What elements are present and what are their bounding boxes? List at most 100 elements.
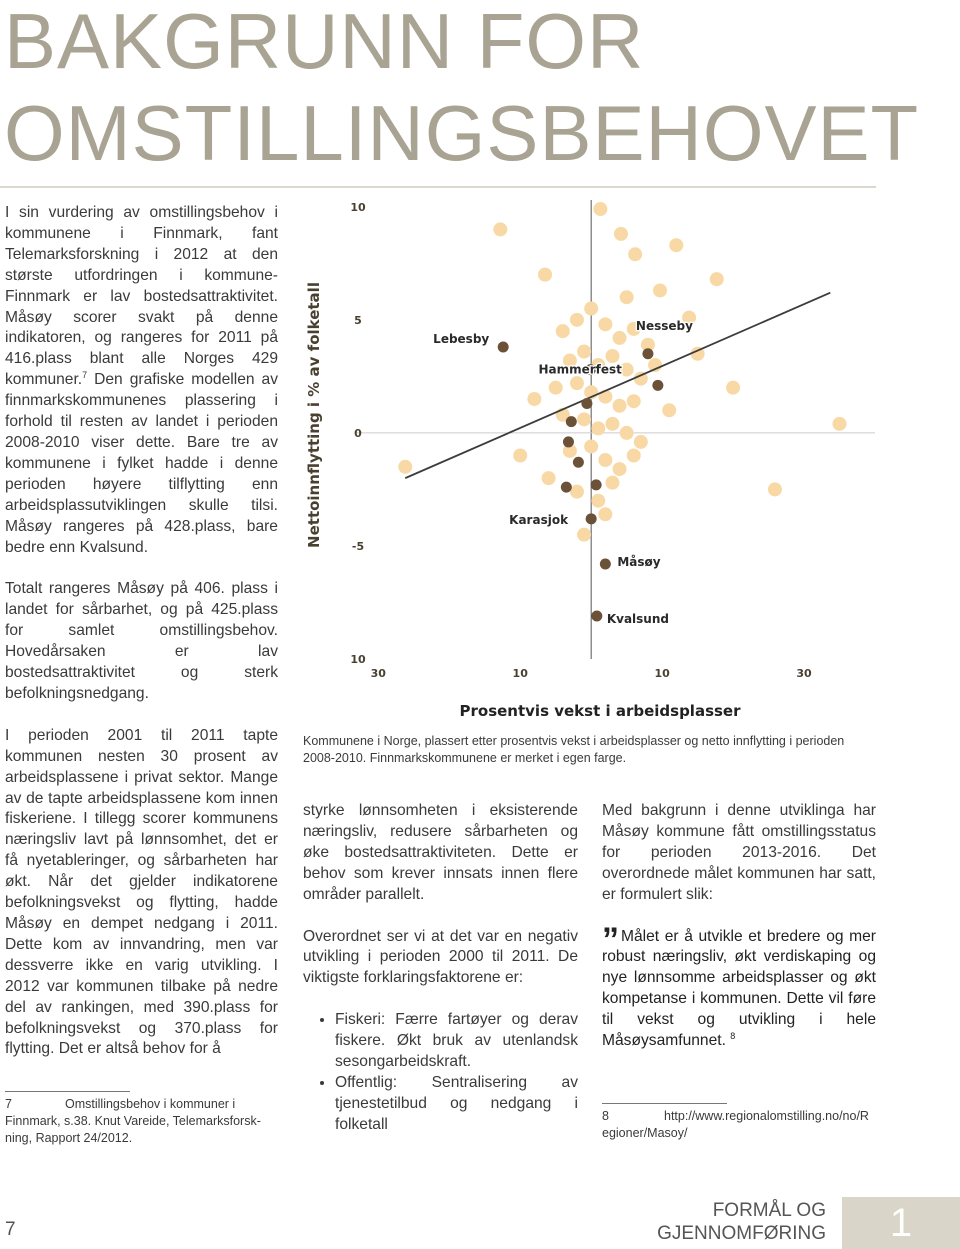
y-tick-label: 10	[350, 201, 366, 214]
quote-text: Målet er å utvikle et bredere og mer rob…	[602, 927, 876, 1050]
point	[562, 443, 577, 458]
point-label: Måsøy	[617, 555, 660, 569]
point	[633, 434, 648, 449]
point	[612, 330, 627, 345]
x-tick-label: 30	[796, 667, 812, 680]
finnmark-point	[562, 436, 574, 448]
point	[541, 471, 556, 486]
finnmark-point	[565, 416, 577, 428]
paragraph: I perioden 2001 til 2011 tapte kommunen …	[5, 726, 278, 1058]
finnmark-point	[591, 610, 603, 622]
y-tick-label: 0	[354, 427, 362, 440]
point	[598, 317, 613, 332]
point	[619, 290, 634, 305]
title: OMSTILLINGSBEHOVET	[4, 89, 920, 177]
point	[493, 222, 508, 237]
point	[591, 493, 606, 508]
finnmark-point	[599, 558, 611, 570]
point	[577, 344, 592, 359]
point	[398, 459, 413, 474]
bullet: Fiskeri: Færre fartøyer og derav fiskere…	[335, 1010, 578, 1073]
section-name: FORMÅL OG GJENNOMFØRING	[657, 1199, 826, 1245]
point	[527, 391, 542, 406]
point	[626, 394, 641, 409]
point	[584, 301, 599, 316]
point	[605, 475, 620, 490]
middle-column: styrke lønnsomheten i eksisterende nærin…	[303, 801, 578, 1136]
point	[584, 439, 599, 454]
chart: 10 5 0 -5 10 30 10 10 30 Nettoinnflytting i % av …	[305, 200, 875, 720]
finnmark-point	[652, 379, 664, 391]
point	[619, 425, 634, 440]
paragraph: Overordnet ser vi at det var en negativ …	[303, 927, 578, 987]
left-column: I sin vurdering av omstillingsbehov i ko…	[5, 203, 278, 1081]
point	[605, 416, 620, 431]
x-tick-label: 10	[513, 667, 529, 680]
point-label: Nesseby	[636, 319, 693, 333]
footnote-ref: 7	[82, 370, 88, 381]
footnote-rule	[602, 1103, 727, 1104]
text: I sin vurdering av omstillingsbehov i ko…	[5, 204, 278, 389]
point-label: Hammerfest	[538, 363, 622, 377]
trend-line	[404, 291, 831, 479]
page-number: 7	[5, 1219, 16, 1240]
point	[633, 371, 648, 386]
point	[577, 527, 592, 542]
finnmark-point	[584, 364, 596, 376]
right-column: Med bakgrunn i denne utviklinga har Måsø…	[602, 801, 876, 1052]
y-tick-label: 10	[350, 653, 366, 666]
point	[662, 403, 677, 418]
footnote-text: http://www.regionalomstilling.no/no/Regi…	[602, 1109, 869, 1140]
point	[513, 448, 528, 463]
paragraph: styrke lønnsomheten i eksisterende nærin…	[303, 802, 578, 903]
footnote-ref: 8	[730, 1030, 736, 1041]
point	[709, 272, 724, 287]
point	[612, 398, 627, 413]
text: Den grafiske modellen av finnmarkskommun…	[5, 371, 278, 556]
point	[598, 389, 613, 404]
section-line: GJENNOMFØRING	[657, 1223, 826, 1244]
point	[682, 310, 697, 325]
point	[577, 412, 592, 427]
point	[652, 283, 667, 298]
footnote-number: 7	[5, 1097, 12, 1111]
point	[605, 349, 620, 364]
footnote-text: Omstillingsbehov i kommuner i Finnmark, …	[5, 1097, 261, 1145]
divider	[0, 186, 876, 188]
point	[832, 416, 847, 431]
y-axis-title: Nettoinnflytting i % av folketall	[305, 282, 323, 548]
point-label: Karasjok	[509, 513, 569, 527]
section-line: FORMÅL OG	[712, 1200, 826, 1221]
point	[598, 507, 613, 522]
point	[562, 353, 577, 368]
title: BAKGRUNN FOR	[4, 0, 645, 85]
point	[726, 380, 741, 395]
paragraph: I sin vurdering av omstillingsbehov i ko…	[5, 203, 278, 558]
finnmark-point	[642, 348, 654, 360]
point	[612, 462, 627, 477]
finnmark-point	[572, 456, 584, 468]
section-number: 1	[842, 1197, 960, 1249]
point	[555, 324, 570, 339]
point	[626, 321, 641, 336]
x-axis-title: Prosentvis vekst i arbeidsplasser	[460, 702, 742, 720]
point	[569, 484, 584, 499]
point	[626, 448, 641, 463]
point	[613, 226, 628, 241]
paragraph: Totalt rangeres Måsøy på 406. plass i la…	[5, 580, 278, 702]
point-label: Kvalsund	[607, 612, 669, 626]
footnote: 8 http://www.regionalomstilling.no/no/Reg…	[602, 1108, 872, 1142]
point	[690, 346, 705, 361]
point	[640, 337, 655, 352]
footnote-number: 8	[602, 1109, 609, 1123]
point	[548, 380, 563, 395]
paragraph: Med bakgrunn i denne utviklinga har Måsø…	[602, 802, 876, 903]
caption: Kommunene i Norge, plassert etter prosen…	[303, 734, 845, 765]
finnmark-point	[497, 341, 509, 353]
x-tick-label: 30	[371, 667, 387, 680]
point-label: Lebesby	[433, 332, 489, 346]
point	[767, 482, 782, 497]
footnote-rule	[5, 1091, 130, 1092]
point	[628, 247, 643, 262]
point	[591, 421, 606, 436]
